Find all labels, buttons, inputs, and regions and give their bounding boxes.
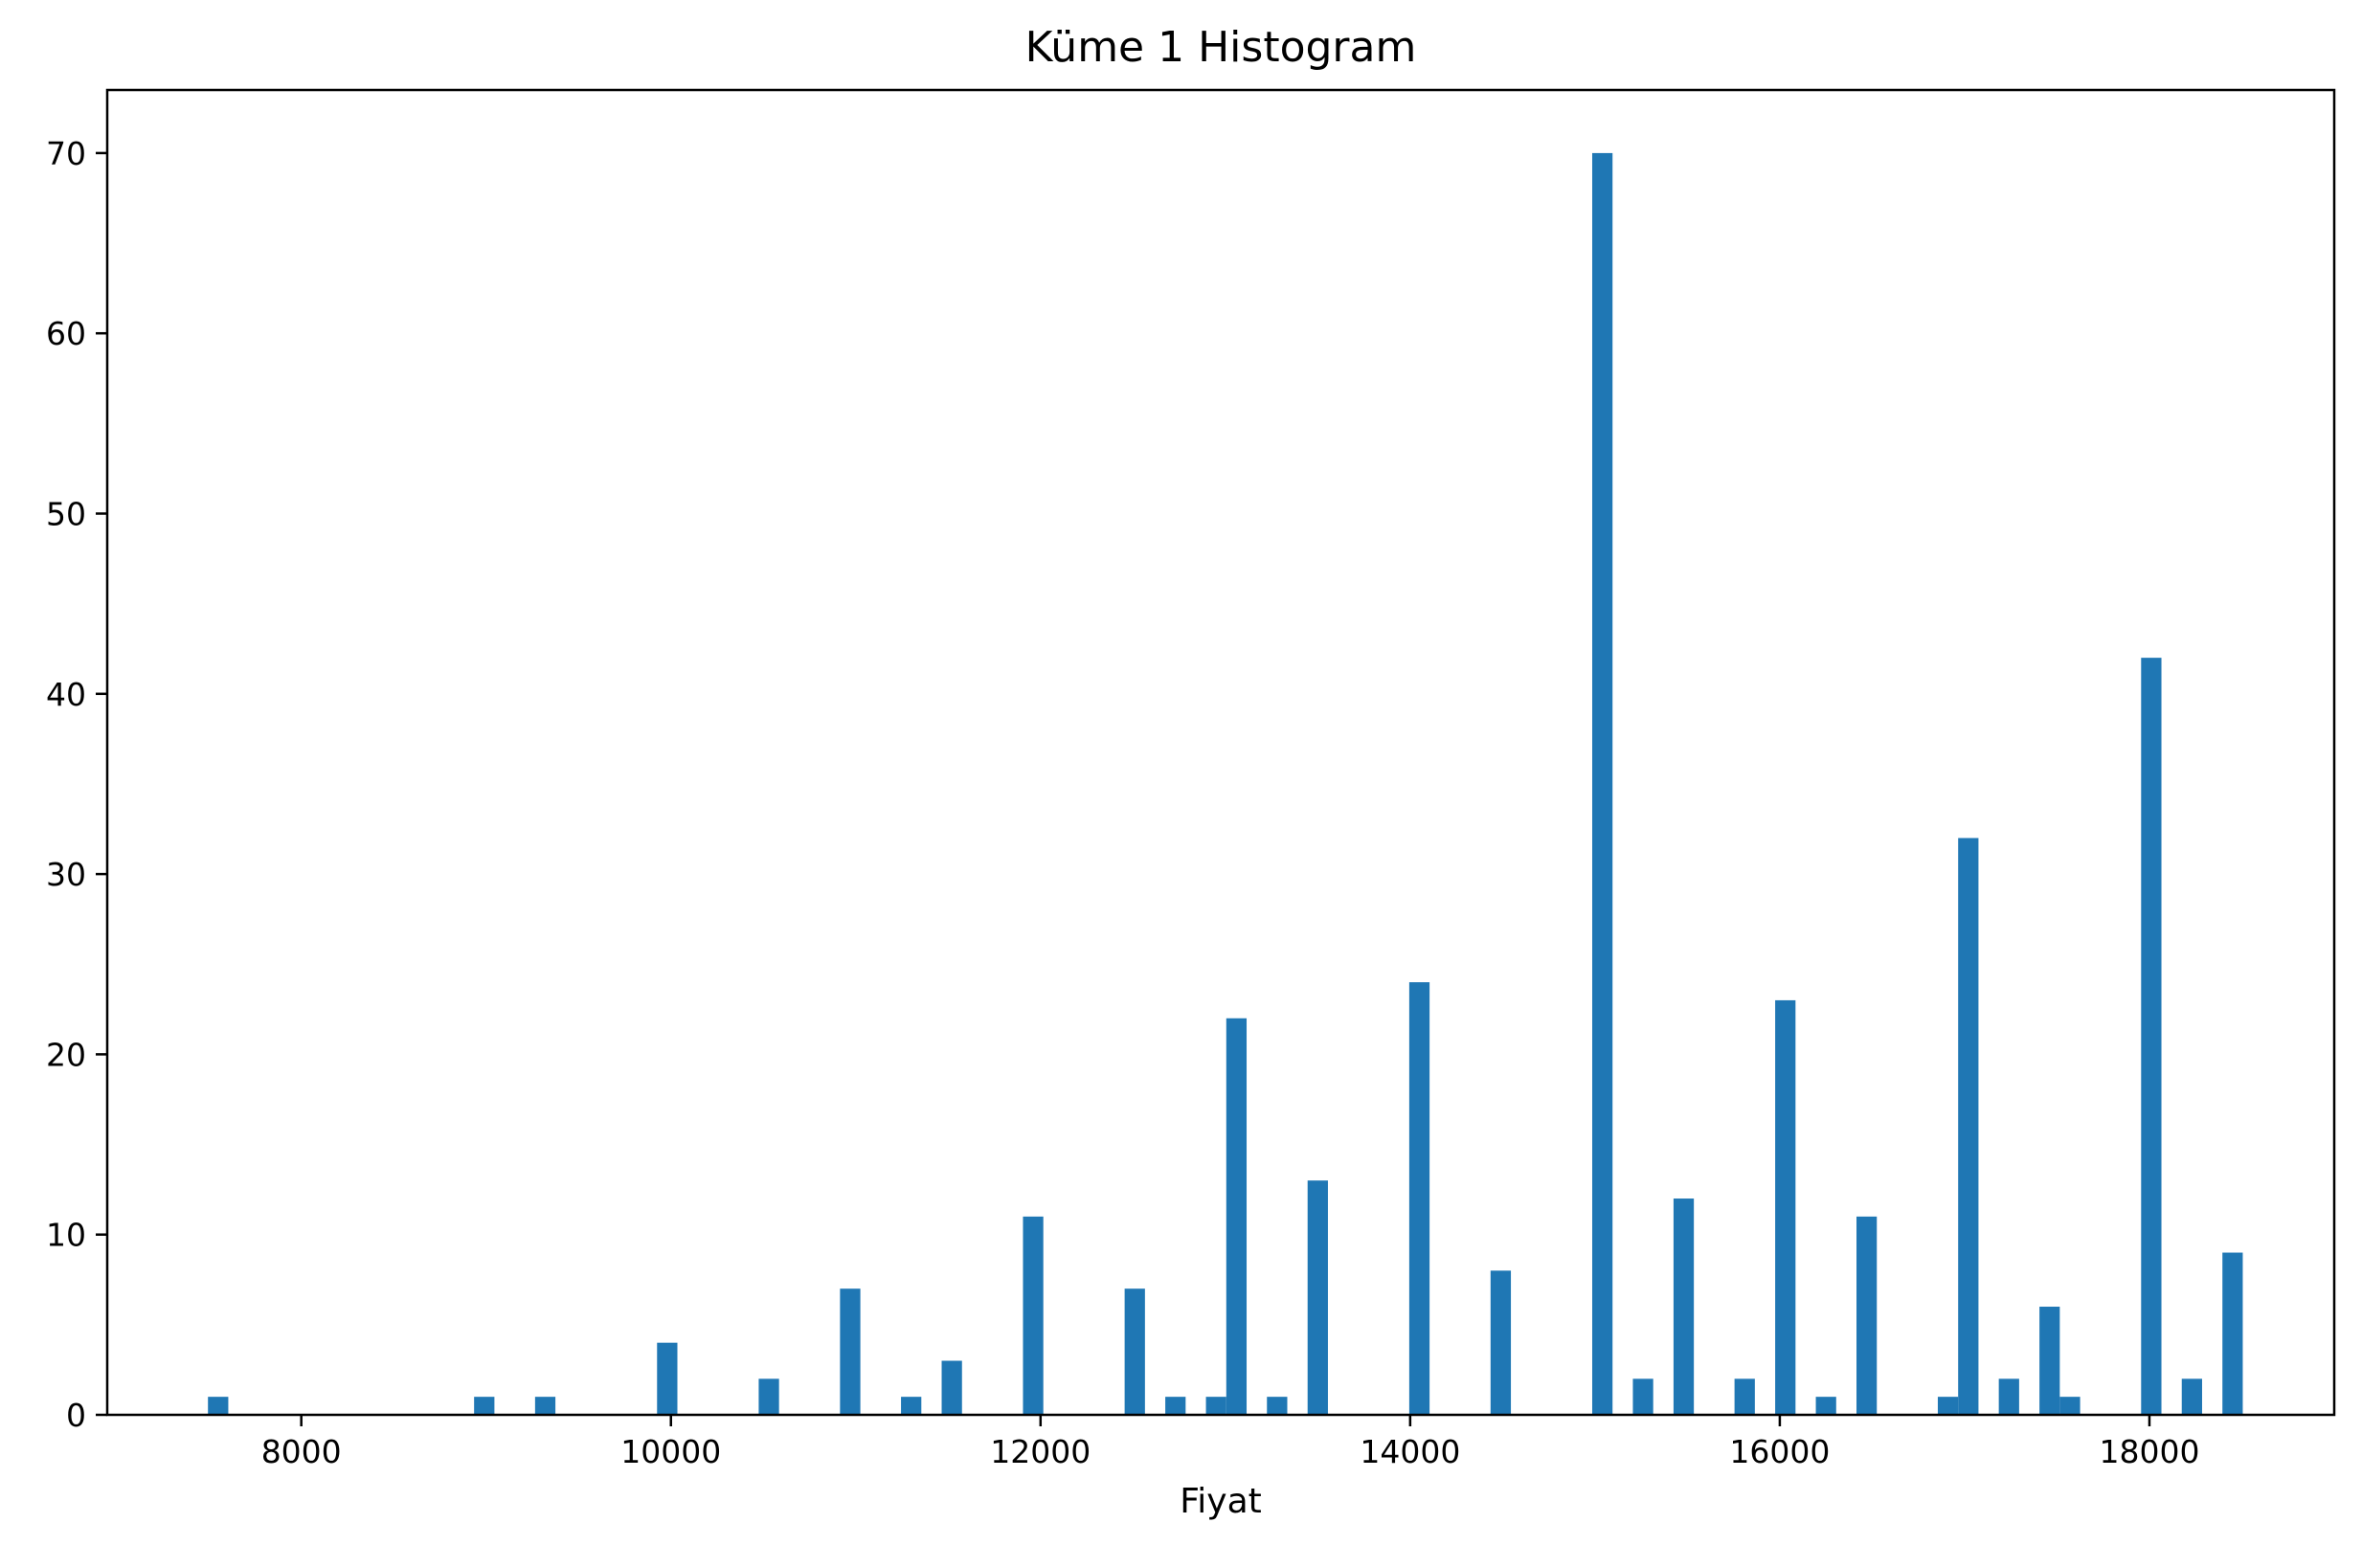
histogram-bar — [1815, 1397, 1836, 1415]
y-axis-ticks: 0 10 20 30 40 50 60 70 — [46, 135, 107, 1434]
histogram-bar — [941, 1360, 962, 1415]
histogram-bar — [1205, 1397, 1226, 1415]
histogram-bar — [1490, 1270, 1512, 1415]
x-axis-ticks: 8000 10000 12000 14000 16000 18000 — [261, 1415, 2199, 1470]
y-tick-label: 70 — [46, 135, 86, 172]
x-tick-label: 18000 — [2099, 1433, 2199, 1470]
bars-group — [208, 152, 2243, 1415]
x-tick-label: 16000 — [1729, 1433, 1830, 1470]
histogram-bar — [1226, 1018, 1248, 1415]
histogram-bar — [1307, 1180, 1328, 1415]
y-tick-label: 60 — [46, 315, 86, 352]
histogram-bar — [1408, 982, 1430, 1415]
histogram-bar — [2141, 658, 2162, 1415]
histogram-bar — [1124, 1288, 1145, 1415]
histogram-bar — [1856, 1216, 1878, 1415]
x-tick-label: 8000 — [261, 1433, 342, 1470]
histogram-bar — [2059, 1397, 2081, 1415]
histogram-bar — [2181, 1378, 2202, 1415]
y-tick-label: 20 — [46, 1036, 86, 1073]
histogram-bar — [2222, 1252, 2243, 1415]
histogram-bar — [1591, 152, 1613, 1415]
histogram-bar — [901, 1397, 922, 1415]
histogram-bar — [1958, 838, 1979, 1415]
plot-frame — [105, 88, 2336, 1417]
histogram-bar — [1734, 1378, 1755, 1415]
histogram-bar — [657, 1342, 678, 1415]
histogram-bar — [474, 1397, 495, 1415]
histogram-bar — [208, 1397, 229, 1415]
histogram-bar — [1632, 1378, 1653, 1415]
histogram-bar — [1023, 1216, 1044, 1415]
histogram-bar — [1998, 1378, 2019, 1415]
histogram-bar — [1673, 1198, 1695, 1415]
x-tick-label: 14000 — [1360, 1433, 1460, 1470]
x-tick-label: 10000 — [620, 1433, 721, 1470]
histogram-bar — [1937, 1397, 1959, 1415]
histogram-bar — [1165, 1397, 1186, 1415]
histogram-bar — [840, 1288, 861, 1415]
y-tick-label: 10 — [46, 1217, 86, 1254]
y-tick-label: 50 — [46, 496, 86, 533]
histogram-bar — [2039, 1307, 2060, 1415]
y-tick-label: 30 — [46, 856, 86, 893]
histogram-bar — [534, 1397, 556, 1415]
histogram-bar — [1267, 1397, 1288, 1415]
histogram-bar — [758, 1378, 779, 1415]
chart-title: Küme 1 Histogram — [1025, 23, 1417, 72]
x-tick-label: 12000 — [990, 1433, 1091, 1470]
x-axis-label: Fiyat — [1180, 1482, 1262, 1521]
histogram-bar — [1775, 999, 1796, 1415]
y-tick-label: 0 — [66, 1397, 86, 1434]
y-tick-label: 40 — [46, 676, 86, 713]
